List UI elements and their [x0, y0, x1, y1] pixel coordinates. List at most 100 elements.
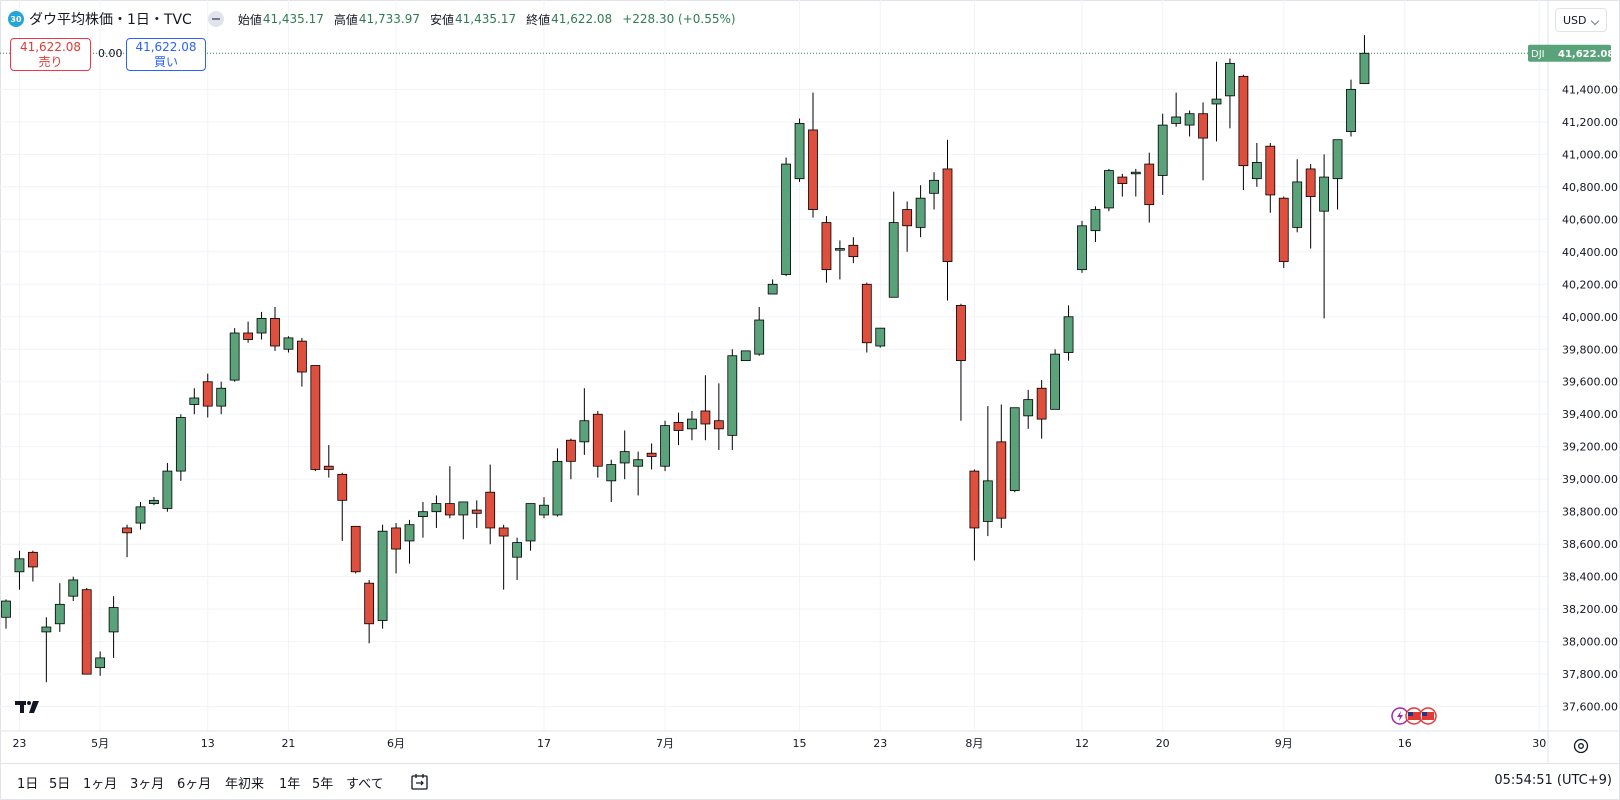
candle-body-up [1130, 171, 1141, 175]
candle [835, 240, 845, 280]
candle-body-up [418, 511, 428, 517]
candle [781, 157, 791, 277]
candle-body-down [1305, 168, 1316, 197]
candle-body-up [256, 317, 267, 334]
symbol-title[interactable]: ダウ平均株価・1日・TVC [29, 12, 192, 28]
candle-body-up [68, 579, 79, 597]
candle-body-down [848, 244, 859, 258]
y-tick-label: 41,400.00 [1562, 83, 1618, 96]
candle-body-down [673, 421, 684, 431]
x-tick-label: 15 [793, 737, 807, 750]
candle-body-up [794, 123, 805, 180]
candle [270, 307, 280, 351]
time-axis[interactable]: 23 5月 13 21 6月 17 7月 15 23 8月 12 20 9月 16 30 [12, 737, 1546, 750]
candle [1, 599, 11, 629]
candle-body-up [915, 197, 926, 228]
candle-body-up [229, 332, 240, 381]
candle [754, 307, 765, 356]
range-3m[interactable]: 3ヶ月 [130, 777, 165, 792]
x-tick-label: 9月 [1275, 737, 1293, 750]
candle [243, 321, 254, 343]
range-all[interactable]: すべて [346, 777, 384, 792]
candle [1238, 74, 1249, 191]
candle-body-down [391, 527, 401, 550]
candle-body-down [498, 527, 509, 537]
buy-button[interactable]: 41,622.08 買い [126, 38, 206, 71]
currency-select[interactable]: USD [1555, 8, 1607, 32]
sell-button[interactable]: 41,622.08 売り [10, 38, 91, 71]
range-ytd[interactable]: 年初来 [225, 777, 265, 792]
clock[interactable]: 05:54:51 (UTC+9) [1494, 773, 1612, 788]
candle-body-up [95, 657, 106, 669]
candle [1265, 142, 1276, 213]
candle [606, 459, 617, 502]
candle-body-up [108, 607, 119, 633]
candle [471, 500, 482, 528]
candle [767, 279, 778, 295]
high-label: 高値 [333, 12, 358, 27]
y-tick-label: 40,000.00 [1562, 311, 1618, 324]
y-tick-label: 40,800.00 [1562, 181, 1618, 194]
candle [485, 464, 496, 545]
candle-body-up [687, 418, 697, 430]
y-tick-label: 39,400.00 [1562, 408, 1618, 421]
us-flag-canton [1422, 712, 1427, 716]
candle-body-down [1036, 387, 1047, 420]
candle [216, 381, 227, 415]
candle-body-down [1238, 75, 1249, 167]
candle-body-down [337, 473, 348, 501]
compare-range-icon[interactable] [410, 772, 430, 792]
range-1y[interactable]: 1年 [279, 777, 301, 792]
candle [14, 550, 25, 590]
candle [942, 139, 953, 301]
last-price-value: 41,622.08 [1558, 49, 1614, 60]
candlestick-chart[interactable]: 37,600.00 37,800.00 38,000.00 38,200.00 38,4… [0, 0, 1620, 763]
settings-icon[interactable] [1572, 737, 1590, 755]
open-label: 始値 [237, 12, 262, 27]
candle-body-up [982, 480, 993, 522]
candle-body-down [969, 470, 980, 529]
candle [1104, 168, 1114, 212]
y-tick-label: 37,600.00 [1562, 701, 1618, 714]
candle-body-down [323, 465, 334, 470]
symbol-badge[interactable]: 30 [8, 11, 24, 27]
candle-body-up [175, 417, 186, 472]
tradingview-logo-icon[interactable] [15, 701, 39, 713]
collapse-icon[interactable] [207, 11, 224, 27]
candle [391, 523, 401, 574]
range-1m[interactable]: 1ヶ月 [83, 777, 118, 792]
candle-body-up [135, 506, 146, 524]
range-6m[interactable]: 6ヶ月 [177, 777, 212, 792]
candle [727, 349, 738, 450]
lightning-glyph [1397, 711, 1403, 721]
candle [1063, 305, 1074, 361]
candle-body-up [404, 524, 415, 542]
candle-body-up [1050, 353, 1060, 410]
buy-price: 41,622.08 [135, 40, 197, 54]
candle [848, 237, 859, 264]
candle-body-up [149, 499, 159, 504]
candle [202, 373, 213, 418]
range-1d[interactable]: 1日 [17, 777, 39, 792]
candle [740, 350, 751, 362]
range-5d[interactable]: 5日 [49, 777, 71, 792]
candle [996, 404, 1007, 528]
candle [256, 311, 267, 340]
price-axis[interactable]: 37,600.00 37,800.00 38,000.00 38,200.00 38,4… [1562, 83, 1618, 713]
x-tick-label: 8月 [965, 737, 983, 750]
candle-body-down [821, 222, 832, 271]
candle [1023, 389, 1034, 429]
candle [418, 501, 428, 538]
x-tick-label: 30 [1532, 737, 1546, 750]
range-5y[interactable]: 5年 [312, 777, 334, 792]
candle-body-up [875, 327, 886, 347]
candle [592, 410, 603, 478]
candle-body-up [1009, 407, 1020, 491]
candle [458, 501, 469, 540]
x-tick-label: 5月 [91, 737, 109, 750]
candle [68, 576, 79, 602]
events-icons[interactable] [1391, 707, 1437, 725]
candle [1077, 220, 1087, 273]
candle-body-up [189, 397, 200, 405]
candle-body-down [81, 589, 92, 675]
